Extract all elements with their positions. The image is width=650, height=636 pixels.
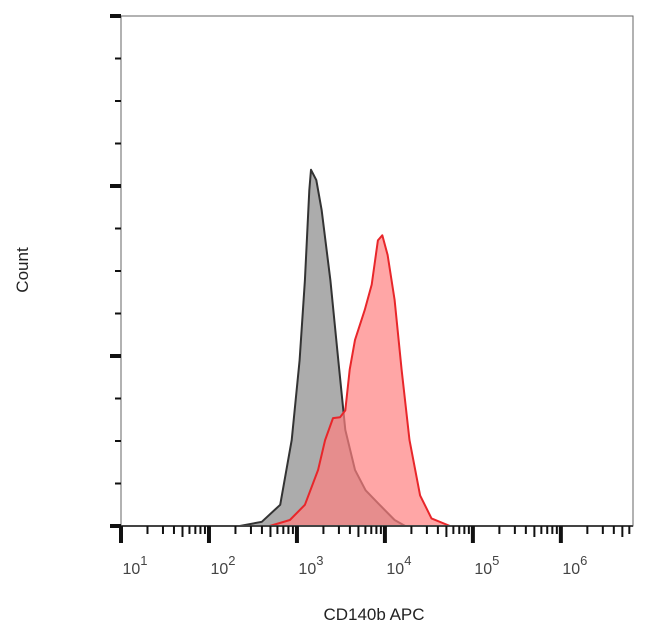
x-tick-base: 10 xyxy=(298,561,316,578)
histogram-series-1 xyxy=(268,234,451,527)
x-tick-base: 10 xyxy=(562,561,580,578)
x-tick-base: 10 xyxy=(474,561,492,578)
x-axis-label: CD140b APC xyxy=(323,605,424,624)
x-tick-exponent: 2 xyxy=(228,553,235,568)
x-tick-exponent: 3 xyxy=(316,553,323,568)
x-tick-exponent: 6 xyxy=(580,553,587,568)
x-tick-label: 105 xyxy=(474,553,499,578)
x-tick-exponent: 1 xyxy=(140,553,147,568)
x-tick-label: 102 xyxy=(210,553,235,578)
x-tick-exponent: 5 xyxy=(492,553,499,568)
x-tick-base: 10 xyxy=(386,561,404,578)
x-tick-label: 104 xyxy=(386,553,411,578)
x-tick-label: 106 xyxy=(562,553,587,578)
x-tick-label: 103 xyxy=(298,553,323,578)
x-tick-exponent: 4 xyxy=(404,553,411,568)
x-tick-base: 10 xyxy=(210,561,228,578)
x-tick-base: 10 xyxy=(122,561,140,578)
x-tick-label: 101 xyxy=(122,553,147,578)
y-axis-label: Count xyxy=(13,247,32,293)
